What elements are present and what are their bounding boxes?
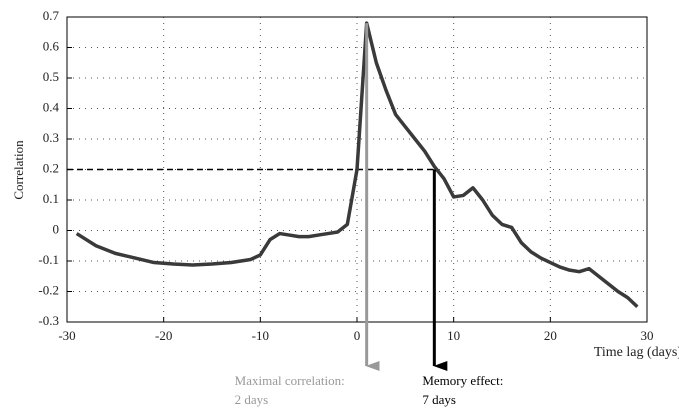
- y-tick-label: 0.6: [43, 38, 60, 53]
- data-line: [75, 21, 639, 309]
- y-tick-label: -0.3: [38, 313, 59, 328]
- y-tick-label: -0.2: [38, 282, 59, 297]
- x-tick-label: -20: [155, 328, 172, 343]
- y-tick-label: 0.7: [43, 8, 60, 23]
- x-tick-label: 10: [447, 328, 460, 343]
- x-tick-label: 0: [354, 328, 361, 343]
- y-axis-label: Correlation: [11, 140, 26, 200]
- annotation-text: Maximal correlation:: [235, 373, 345, 388]
- y-tick-label: 0: [53, 221, 60, 236]
- y-tick-label: 0.4: [43, 99, 60, 114]
- annotation-text: 7 days: [422, 392, 456, 407]
- y-tick-label: 0.2: [43, 160, 59, 175]
- x-tick-label: -30: [58, 328, 75, 343]
- x-tick-label: 20: [544, 328, 557, 343]
- x-tick-label: 30: [641, 328, 654, 343]
- annotation-text: 2 days: [235, 392, 269, 407]
- annotation-text: Memory effect:: [422, 373, 503, 388]
- y-tick-label: 0.3: [43, 130, 59, 145]
- y-tick-label: 0.5: [43, 69, 59, 84]
- y-tick-label: 0.1: [43, 191, 59, 206]
- x-axis-label: Time lag (days): [594, 345, 679, 360]
- y-tick-label: -0.1: [38, 252, 59, 267]
- x-tick-label: -10: [252, 328, 269, 343]
